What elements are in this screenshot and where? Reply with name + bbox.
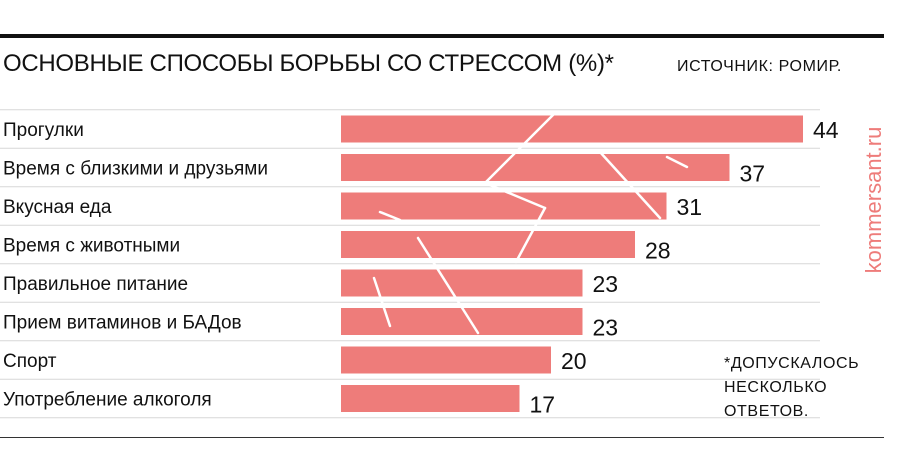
footnote: *ДОПУСКАЛОСЬ НЕСКОЛЬКО ОТВЕТОВ. [724,352,884,424]
value-label: 20 [561,348,587,374]
bar [341,347,551,374]
bar [341,231,635,258]
value-label: 44 [813,117,839,143]
category-label: Прием витаминов и БАДов [3,313,242,334]
value-label: 28 [645,238,671,264]
category-label: Вкусная еда [3,197,112,218]
value-label: 23 [593,271,619,297]
value-label: 31 [677,194,703,220]
bottom-rule [0,437,884,438]
value-label: 17 [530,392,556,418]
value-label: 23 [593,315,619,341]
value-label: 37 [740,161,766,187]
bar [341,385,520,412]
category-label: Время с близкими и друзьями [3,159,268,180]
category-label: Правильное питание [3,274,188,295]
bar [341,308,583,335]
category-label: Употребление алкоголя [3,390,212,411]
bar [341,270,583,297]
category-label: Прогулки [3,120,84,141]
brand-watermark: kommersant.ru [861,127,887,274]
category-label: Время с животными [3,236,180,257]
category-label: Спорт [3,351,57,372]
bar [341,116,803,143]
